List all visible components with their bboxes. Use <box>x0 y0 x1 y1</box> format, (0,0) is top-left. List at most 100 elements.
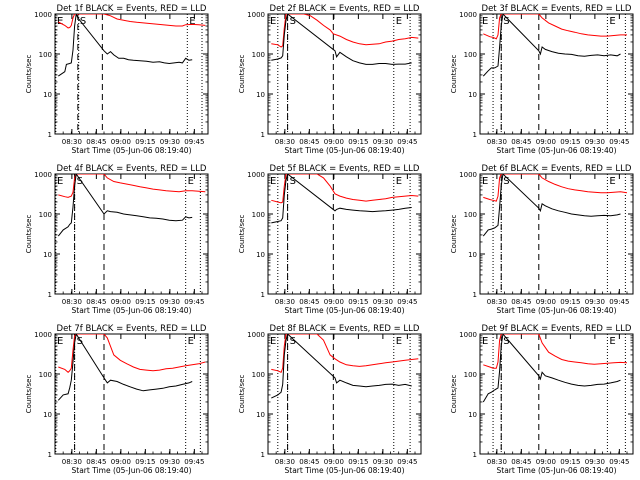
plot-frame <box>479 333 634 455</box>
x-axis-label: Start Time (05-Jun-06 08:19:40) <box>497 466 617 475</box>
x-tick-label: 09:45 <box>397 458 417 466</box>
x-tick-label: 08:45 <box>86 458 106 466</box>
y-axis-label: Counts/sec <box>238 375 246 414</box>
panel-det-3: Det 3f BLACK = Events, RED = LLD 1 10 100 10… <box>450 4 634 155</box>
marker-letter-end: E <box>396 176 402 187</box>
marker-letter-saa: S <box>503 16 509 27</box>
panel-title: Det 4f BLACK = Events, RED = LLD <box>57 164 207 174</box>
x-axis-label: Start Time (05-Jun-06 08:19:40) <box>285 466 405 475</box>
y-tick-label: 10 <box>43 251 52 259</box>
marker-letter-start: E <box>482 16 488 27</box>
x-tick-label: 09:45 <box>609 298 629 306</box>
y-tick-label: 100 <box>252 211 265 219</box>
x-tick-label: 09:00 <box>324 298 344 306</box>
marker-letter-saa: S <box>80 16 86 27</box>
x-tick-label: 09:15 <box>560 298 580 306</box>
y-tick-label: 10 <box>43 91 52 99</box>
y-tick-label: 100 <box>464 211 477 219</box>
y-tick-label: 100 <box>464 371 477 379</box>
events-series-line <box>482 334 621 403</box>
y-tick-label: 1 <box>261 451 265 459</box>
y-tick-label: 1000 <box>247 331 265 339</box>
x-tick-label: 09:00 <box>111 298 131 306</box>
x-tick-label: 08:30 <box>487 458 507 466</box>
x-tick-label: 08:45 <box>86 298 106 306</box>
x-tick-label: 08:45 <box>511 458 531 466</box>
events-series-line <box>482 14 621 77</box>
x-tick-label: 08:30 <box>487 298 507 306</box>
y-tick-label: 1 <box>48 291 52 299</box>
marker-letter-end: E <box>609 176 615 187</box>
marker-letter-end: E <box>609 336 615 347</box>
marker-letter-end: E <box>609 16 615 27</box>
y-tick-label: 10 <box>468 251 477 259</box>
panel-det-6: Det 6f BLACK = Events, RED = LLD 1 10 100 10… <box>450 164 634 315</box>
x-tick-label: 09:15 <box>135 458 155 466</box>
y-tick-label: 1000 <box>247 11 265 19</box>
x-tick-label: 09:30 <box>585 138 605 146</box>
plot-frame <box>479 13 634 135</box>
x-axis-label: Start Time (05-Jun-06 08:19:40) <box>285 146 405 155</box>
plot-frame <box>54 13 209 135</box>
plot-frame <box>267 333 422 455</box>
marker-letter-saa: S <box>290 16 296 27</box>
panel-det-1: Det 1f BLACK = Events, RED = LLD 1 10 100 10… <box>25 4 209 155</box>
y-axis-label: Counts/sec <box>450 215 458 254</box>
x-tick-label: 09:15 <box>560 138 580 146</box>
y-tick-label: 1 <box>261 291 265 299</box>
plot-frame <box>479 173 634 295</box>
x-tick-label: 08:30 <box>275 298 295 306</box>
x-axis-label: Start Time (05-Jun-06 08:19:40) <box>497 306 617 315</box>
y-axis-label: Counts/sec <box>238 215 246 254</box>
lld-series-line <box>271 334 419 373</box>
plot-frame <box>267 13 422 135</box>
x-tick-label: 09:15 <box>560 458 580 466</box>
x-tick-label: 08:45 <box>299 138 319 146</box>
y-axis-label: Counts/sec <box>238 55 246 94</box>
y-tick-label: 1000 <box>459 171 477 179</box>
marker-letter-end: E <box>188 176 194 187</box>
panel-det-8: Det 8f BLACK = Events, RED = LLD 1 10 100 10… <box>238 324 422 475</box>
marker-letter-saa: S <box>290 336 296 347</box>
lld-series-line <box>483 14 627 40</box>
y-tick-label: 100 <box>252 371 265 379</box>
y-axis-label: Counts/sec <box>25 375 33 414</box>
x-tick-label: 09:00 <box>324 138 344 146</box>
x-tick-label: 08:30 <box>275 458 295 466</box>
y-tick-label: 1 <box>473 291 477 299</box>
y-tick-label: 10 <box>468 411 477 419</box>
marker-letter-end: E <box>188 336 194 347</box>
marker-letter-start: E <box>57 16 63 27</box>
panel-title: Det 3f BLACK = Events, RED = LLD <box>482 4 632 14</box>
panel-det-5: Det 5f BLACK = Events, RED = LLD 1 10 100 10… <box>238 164 422 315</box>
x-tick-label: 09:30 <box>373 138 393 146</box>
events-series-line <box>57 334 193 401</box>
panel-title: Det 7f BLACK = Events, RED = LLD <box>57 324 207 334</box>
x-tick-label: 09:00 <box>536 298 556 306</box>
panel-title: Det 2f BLACK = Events, RED = LLD <box>270 4 420 14</box>
x-tick-label: 09:45 <box>397 298 417 306</box>
y-tick-label: 10 <box>468 91 477 99</box>
x-tick-label: 08:30 <box>62 138 82 146</box>
x-tick-label: 09:15 <box>348 138 368 146</box>
y-tick-label: 1000 <box>34 11 52 19</box>
x-tick-label: 09:30 <box>373 298 393 306</box>
plot-frame <box>267 173 422 295</box>
panel-title: Det 5f BLACK = Events, RED = LLD <box>270 164 420 174</box>
x-tick-label: 09:15 <box>135 138 155 146</box>
y-tick-label: 100 <box>252 51 265 59</box>
x-tick-label: 08:45 <box>511 298 531 306</box>
marker-letter-saa: S <box>503 176 509 187</box>
y-tick-label: 100 <box>39 211 52 219</box>
y-tick-label: 10 <box>256 91 265 99</box>
events-series-line <box>482 174 621 237</box>
y-axis-label: Counts/sec <box>450 55 458 94</box>
y-tick-label: 1 <box>48 131 52 139</box>
x-tick-label: 09:15 <box>135 298 155 306</box>
y-tick-label: 10 <box>256 251 265 259</box>
x-tick-label: 08:45 <box>299 458 319 466</box>
y-tick-label: 1 <box>473 131 477 139</box>
x-tick-label: 08:30 <box>62 458 82 466</box>
x-axis-label: Start Time (05-Jun-06 08:19:40) <box>285 306 405 315</box>
